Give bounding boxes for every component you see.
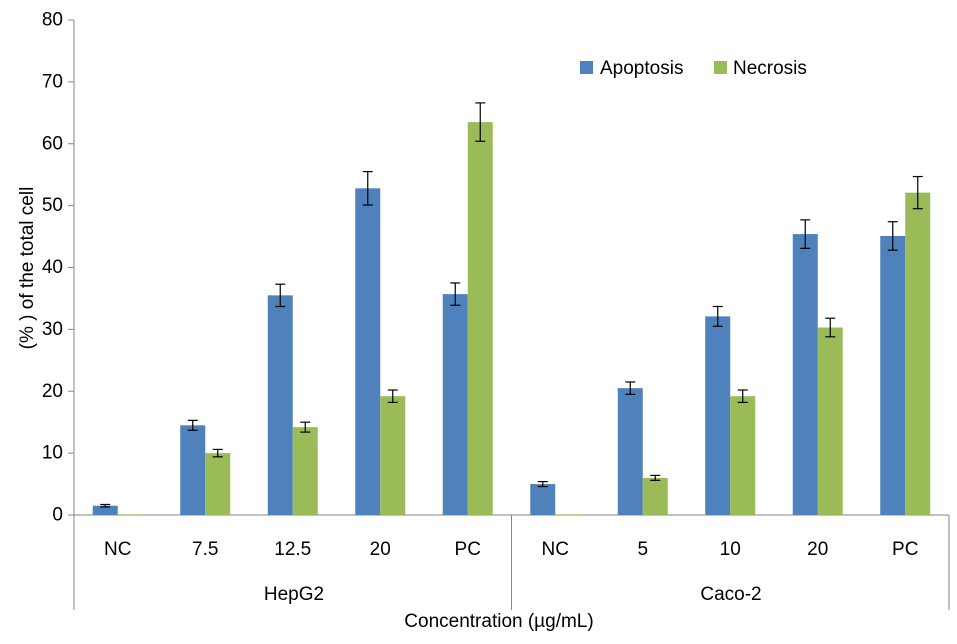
bar-apoptosis xyxy=(355,188,381,516)
bar-apoptosis xyxy=(530,484,556,515)
y-tick-label: 10 xyxy=(42,443,63,464)
bar-necrosis xyxy=(905,192,931,515)
bar-necrosis xyxy=(817,327,843,515)
x-tick-label: NC xyxy=(104,539,131,560)
bar-necrosis xyxy=(292,427,318,515)
bar-apoptosis xyxy=(180,425,206,515)
bars xyxy=(92,102,931,516)
bar-necrosis xyxy=(117,514,143,515)
y-tick-label: 30 xyxy=(42,319,63,340)
x-tick-label: 20 xyxy=(807,539,828,560)
y-tick-label: 20 xyxy=(42,381,63,402)
legend: Apoptosis Necrosis xyxy=(580,58,807,79)
bar-apoptosis xyxy=(880,235,906,515)
bar-necrosis xyxy=(730,396,756,515)
group-label-caco2: Caco-2 xyxy=(700,584,761,605)
bar-apoptosis xyxy=(792,234,818,515)
bar-necrosis xyxy=(467,122,493,515)
bar-apoptosis xyxy=(705,316,731,515)
x-axis-title: Concentration (µg/mL) xyxy=(404,611,593,632)
legend-label-apoptosis: Apoptosis xyxy=(600,58,683,79)
bar-apoptosis xyxy=(92,505,118,515)
bar-apoptosis xyxy=(442,294,468,515)
legend-swatch-apoptosis xyxy=(580,61,593,74)
x-tick-label: 20 xyxy=(370,539,391,560)
bar-apoptosis xyxy=(267,295,293,515)
x-tick-label: 10 xyxy=(720,539,741,560)
x-tick-label: 12.5 xyxy=(274,539,311,560)
axes: 0 10 20 30 40 50 60 70 80 NC 7.5 12.5 20 PC NC 5 10 20 PC xyxy=(42,10,950,610)
x-tick-label: PC xyxy=(892,539,918,560)
x-tick-label: 7.5 xyxy=(192,539,218,560)
legend-label-necrosis: Necrosis xyxy=(733,58,807,79)
y-tick-label: 50 xyxy=(42,195,63,216)
bar-necrosis xyxy=(642,477,668,515)
bar-apoptosis xyxy=(617,388,643,515)
bar-necrosis xyxy=(380,396,406,515)
y-tick-label: 80 xyxy=(42,10,63,31)
y-tick-label: 40 xyxy=(42,257,63,278)
x-tick-label: NC xyxy=(542,539,569,560)
y-axis-title: (% ) of the total cell xyxy=(17,187,38,350)
y-tick-label: 70 xyxy=(42,71,63,92)
legend-swatch-necrosis xyxy=(714,61,727,74)
group-label-hepg2: HepG2 xyxy=(264,584,324,605)
bar-necrosis xyxy=(555,514,581,515)
bar-necrosis xyxy=(205,453,231,515)
y-tick-label: 0 xyxy=(52,505,63,526)
x-tick-label: PC xyxy=(455,539,481,560)
x-tick-label: 5 xyxy=(637,539,648,560)
y-tick-label: 60 xyxy=(42,133,63,154)
